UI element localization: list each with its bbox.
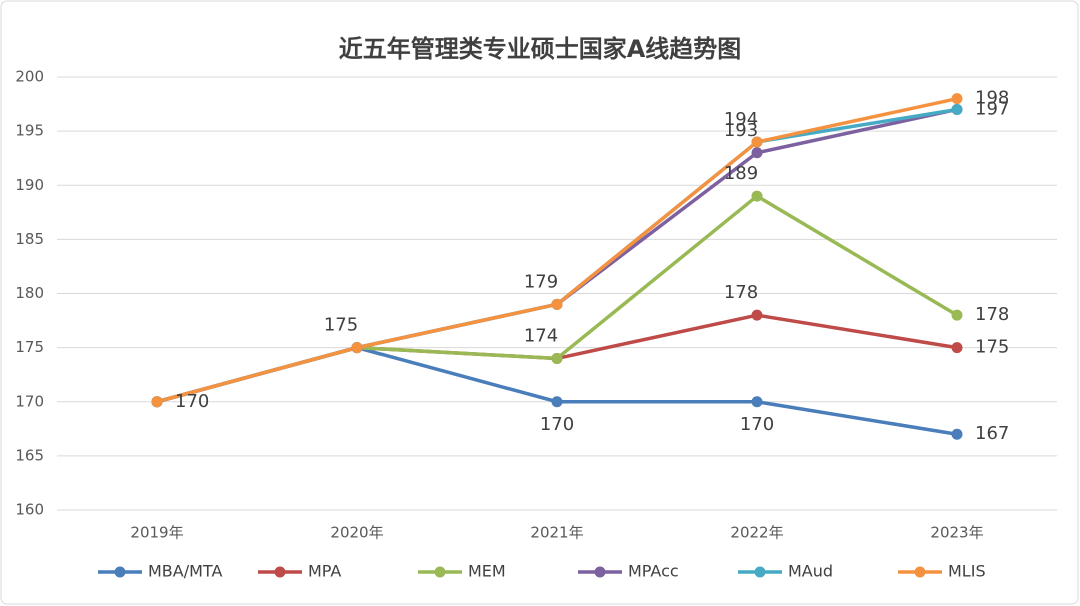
- data-label: 179: [524, 271, 558, 292]
- data-point: [751, 136, 763, 148]
- data-point: [751, 396, 763, 408]
- x-tick-label: 2020年: [330, 524, 383, 542]
- data-label: 175: [975, 337, 1009, 358]
- data-point: [751, 309, 763, 321]
- data-label: 170: [175, 391, 209, 412]
- data-point: [751, 190, 763, 202]
- data-point: [551, 298, 563, 310]
- data-label: 170: [740, 414, 774, 435]
- data-label: 189: [724, 163, 758, 184]
- data-point: [951, 342, 963, 354]
- y-tick-label: 185: [15, 230, 44, 248]
- data-point: [951, 428, 963, 440]
- data-label: 178: [724, 282, 758, 303]
- y-tick-label: 200: [15, 68, 44, 86]
- data-point: [751, 147, 763, 159]
- legend-marker: [274, 566, 286, 578]
- legend-label: MAud: [788, 562, 833, 581]
- y-tick-label: 190: [15, 176, 44, 194]
- y-tick-label: 175: [15, 338, 44, 356]
- y-tick-label: 170: [15, 392, 44, 410]
- data-point: [551, 396, 563, 408]
- x-tick-label: 2022年: [730, 524, 783, 542]
- data-point: [951, 309, 963, 321]
- data-point: [951, 93, 963, 105]
- legend-label: MBA/MTA: [148, 562, 222, 581]
- data-label: 178: [975, 304, 1009, 325]
- data-label: 194: [724, 109, 758, 130]
- x-tick-label: 2021年: [530, 524, 583, 542]
- legend-label: MLIS: [948, 562, 986, 581]
- legend-label: MEM: [468, 562, 506, 581]
- data-label: 193: [724, 120, 758, 141]
- data-label: 170: [540, 414, 574, 435]
- legend-label: MPAcc: [628, 562, 679, 581]
- data-label: 175: [324, 315, 358, 336]
- data-point: [951, 103, 963, 115]
- data-label: 197: [975, 98, 1009, 119]
- x-tick-label: 2023年: [930, 524, 983, 542]
- legend-marker: [594, 566, 606, 578]
- data-point: [351, 342, 363, 354]
- y-tick-label: 180: [15, 284, 44, 302]
- data-point: [151, 396, 163, 408]
- data-point: [551, 352, 563, 364]
- legend-label: MPA: [308, 562, 341, 581]
- data-label: 174: [524, 325, 558, 346]
- x-tick-label: 2019年: [130, 524, 183, 542]
- y-tick-label: 160: [15, 501, 44, 519]
- legend-marker: [754, 566, 766, 578]
- legend-marker: [914, 566, 926, 578]
- y-tick-label: 195: [15, 122, 44, 140]
- y-tick-label: 165: [15, 446, 44, 464]
- data-label: 167: [975, 423, 1009, 444]
- legend-marker: [114, 566, 126, 578]
- legend-marker: [434, 566, 446, 578]
- chart-title: 近五年管理类专业硕士国家A线趋势图: [339, 35, 742, 63]
- data-label: 198: [975, 88, 1009, 109]
